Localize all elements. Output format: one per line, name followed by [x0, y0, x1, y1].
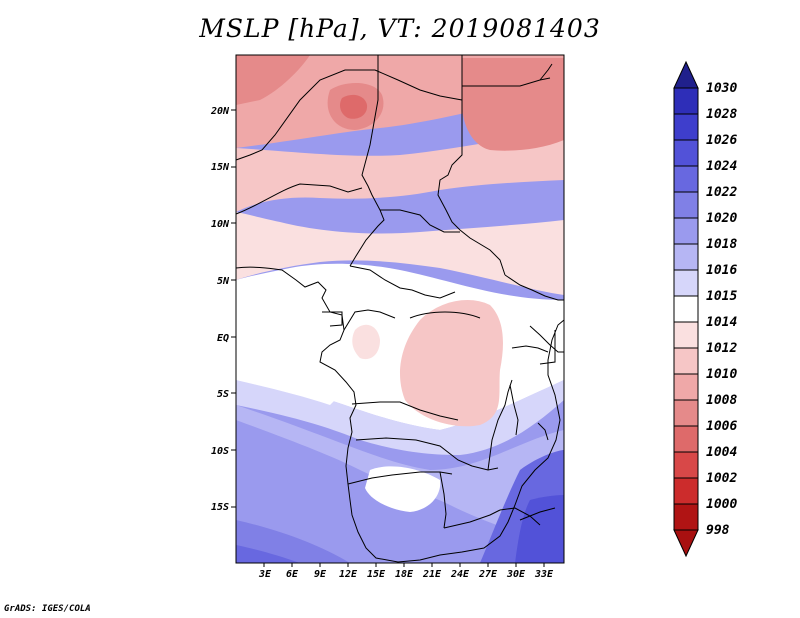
colorbar-label: 1004: [706, 445, 737, 460]
x-tick-label: 33E: [534, 569, 554, 580]
x-tick-label: 15E: [367, 569, 386, 580]
colorbar-swatch: [673, 399, 699, 427]
colorbar-swatch: [673, 139, 699, 167]
colorbar-label: 1026: [706, 133, 737, 148]
colorbar-label: 1015: [706, 289, 737, 304]
y-tick-label: 5N: [217, 276, 230, 287]
colorbar-swatch: [673, 191, 699, 219]
chart-title: MSLP [hPa], VT: 2019081403: [199, 14, 601, 43]
colorbar-label: 1006: [706, 419, 737, 434]
credit-text: GrADS: IGES/COLA: [4, 604, 91, 614]
colorbar-swatch: [673, 321, 699, 349]
colorbar-label: 1022: [706, 185, 737, 200]
colorbar-label: 1030: [706, 81, 737, 96]
country-boundaries: [235, 55, 565, 563]
x-tick-label: 21E: [422, 569, 442, 580]
colorbar-swatch: [673, 503, 699, 531]
x-tick-label: 27E: [478, 569, 498, 580]
x-tick-label: 12E: [339, 569, 358, 580]
colorbar-label: 1020: [706, 211, 737, 226]
colorbar-label: 1008: [706, 393, 737, 408]
colorbar-swatch: [673, 295, 699, 323]
colorbar-swatch: [673, 477, 699, 505]
pressure-field: [236, 55, 564, 563]
x-tick-label: 9E: [314, 569, 327, 580]
colorbar-bottom-arrow: [673, 529, 699, 558]
y-tick-marks: [231, 109, 236, 508]
y-axis: 20N 15N 10N 5N EQ 5S 10S 15S: [210, 106, 230, 513]
colorbar-swatch: [673, 373, 699, 401]
colorbar-labels: 1030 1028 1026 1024 1022 1020 1018 1016 …: [706, 81, 737, 538]
colorbar-swatch: [673, 451, 699, 479]
colorbar-label: 1014: [706, 315, 737, 330]
colorbar-label: 1010: [706, 367, 737, 382]
colorbar-swatch: [673, 87, 699, 115]
x-tick-label: 30E: [506, 569, 526, 580]
x-tick-marks: [263, 563, 545, 567]
y-tick-label: 20N: [210, 106, 230, 117]
map-frame: [235, 54, 565, 564]
colorbar-swatch: [673, 165, 699, 193]
colorbar-swatch: [673, 243, 699, 271]
x-tick-label: 3E: [258, 569, 272, 580]
x-tick-label: 6E: [286, 569, 299, 580]
colorbar-label: 1018: [706, 237, 737, 252]
x-tick-label: 18E: [395, 569, 414, 580]
y-tick-label: 15S: [211, 502, 229, 513]
colorbar-label: 1002: [706, 471, 737, 486]
y-tick-label: EQ: [217, 333, 229, 344]
y-tick-label: 5S: [217, 389, 229, 400]
colorbar-label: 998: [706, 523, 730, 538]
y-tick-label: 10S: [211, 446, 229, 457]
colorbar-swatch: [673, 269, 699, 297]
colorbar-swatch: [673, 217, 699, 245]
colorbar-label: 1000: [706, 497, 737, 512]
colorbar-swatch: [673, 425, 699, 453]
y-tick-label: 15N: [211, 162, 230, 173]
colorbar-top-arrow: [673, 60, 699, 89]
colorbar-label: 1024: [706, 159, 737, 174]
y-tick-label: 10N: [211, 219, 230, 230]
colorbar-label: 1012: [706, 341, 737, 356]
colorbar-label: 1016: [706, 263, 737, 278]
x-tick-label: 24E: [450, 569, 470, 580]
colorbar-segments: [673, 87, 699, 531]
x-axis: 3E 6E 9E 12E 15E 18E 21E 24E 27E 30E 33E: [258, 569, 554, 580]
colorbar-swatch: [673, 113, 699, 141]
colorbar-swatch: [673, 347, 699, 375]
colorbar: 1030 1028 1026 1024 1022 1020 1018 1016 …: [673, 60, 737, 558]
colorbar-label: 1028: [706, 107, 737, 122]
